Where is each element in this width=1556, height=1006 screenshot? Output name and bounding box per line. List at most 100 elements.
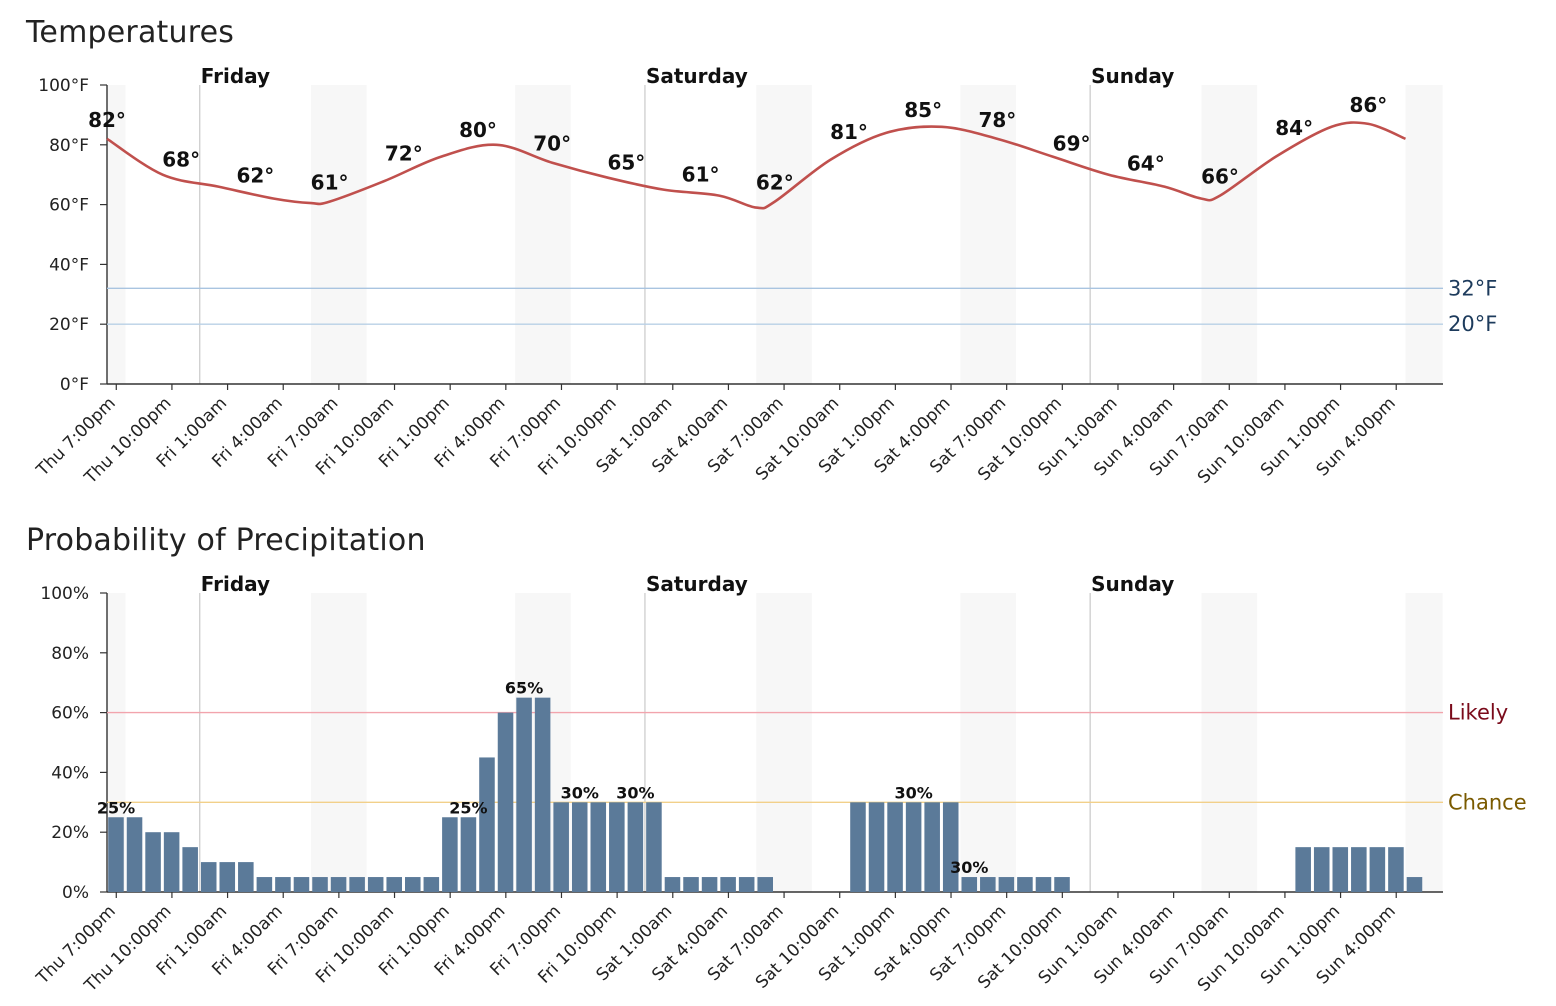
precipitation-bar [219, 862, 236, 892]
precipitation-bar [924, 802, 940, 892]
precipitation-bar [757, 877, 773, 892]
precip-reference-label: Likely [1448, 701, 1508, 725]
precipitation-bar [738, 877, 755, 892]
temperature-point-label: 80° [459, 118, 497, 142]
precipitation-bar [145, 832, 161, 892]
precipitation-bar-label: 25% [97, 798, 135, 817]
precipitation-bar [905, 802, 922, 892]
precipitation-bar [516, 697, 532, 892]
precipitation-bar [367, 877, 384, 892]
precipitation-bar [868, 802, 885, 892]
precipitation-bar [850, 802, 866, 892]
temp-night-shade [1405, 85, 1443, 384]
precipitation-bar [479, 757, 495, 892]
temperature-point-label: 82° [88, 108, 126, 132]
temperature-point-label: 62° [756, 171, 794, 195]
precipitation-bar [200, 862, 217, 892]
temp-night-shade [756, 85, 812, 384]
precip-day-label: Friday [201, 572, 270, 596]
temperature-point-label: 70° [533, 132, 571, 156]
temperature-point-label: 69° [1053, 132, 1091, 156]
temperature-point-label: 78° [978, 108, 1016, 132]
precipitation-bar [980, 877, 996, 892]
precip-day-label: Saturday [646, 572, 748, 596]
temperature-point-label: 84° [1275, 116, 1313, 140]
precip-night-shade [756, 593, 812, 892]
precipitation-bar [405, 877, 421, 892]
temp-day-label: Sunday [1091, 64, 1174, 88]
precipitation-bar-label: 30% [950, 858, 988, 877]
temperature-point-label: 64° [1127, 152, 1165, 176]
temperature-point-label: 72° [385, 142, 423, 166]
precipitation-bar [664, 877, 681, 892]
temperature-point-label: 66° [1201, 165, 1239, 189]
precipitation-bar [701, 877, 718, 892]
precipitation-bar-label: 65% [505, 679, 543, 698]
precipitation-bar [386, 877, 402, 892]
precipitation-bar [1406, 877, 1423, 892]
precipitation-chart: Friday Saturday Sunday0%20%40%60%80%100%Th… [32, 572, 1527, 997]
precipitation-bar [163, 832, 180, 892]
precipitation-bar [312, 877, 328, 892]
temperature-point-label: 61° [311, 171, 349, 195]
precip-night-shade [960, 593, 1016, 892]
precipitation-bar-label: 30% [561, 783, 599, 802]
temperature-panel: Temperatures Friday Saturday Sunday 0°F 20°F… [0, 0, 1556, 500]
temp-reference-label: 32°F [1448, 276, 1497, 300]
precipitation-bar [1035, 877, 1052, 892]
precipitation-bar-label: 30% [894, 783, 932, 802]
precipitation-bar [1388, 847, 1404, 892]
precipitation-bar [720, 877, 736, 892]
precip-night-shade [1201, 593, 1258, 892]
precip-reference-label: Chance [1448, 790, 1527, 814]
precipitation-bar [646, 802, 662, 892]
precipitation-bar [126, 817, 143, 892]
temp-y-tick-label: 40°F [49, 255, 89, 275]
precipitation-bar [590, 802, 607, 892]
precip-y-tick-label: 0% [62, 883, 89, 903]
temperature-point-label: 68° [162, 148, 200, 172]
temp-day-label: Friday [201, 64, 270, 88]
precipitation-bar [349, 877, 365, 892]
precipitation-bar [1295, 847, 1311, 892]
precip-y-tick-label: 20% [51, 823, 89, 843]
precipitation-bar [553, 802, 569, 892]
temp-reference-label: 20°F [1448, 312, 1497, 336]
temp-y-tick-label: 20°F [49, 315, 89, 335]
temp-y-tick-label: 80°F [49, 136, 89, 156]
precipitation-bar [275, 877, 291, 892]
precip-day-label: Sunday [1091, 572, 1174, 596]
precipitation-bar [683, 877, 699, 892]
precipitation-bar [442, 817, 458, 892]
temp-night-shade [1201, 85, 1258, 384]
precip-y-tick-label: 40% [51, 763, 89, 783]
precipitation-bar [1332, 847, 1349, 892]
precip-y-tick-label: 80% [51, 644, 89, 664]
precipitation-bar [330, 877, 347, 892]
precipitation-bar [942, 802, 959, 892]
precipitation-bar [627, 802, 644, 892]
temperature-point-label: 65° [607, 151, 645, 175]
precipitation-panel: Probability of Precipitation Friday Satur… [0, 508, 1556, 1006]
temp-night-shade [960, 85, 1016, 384]
temperature-point-label: 81° [830, 120, 868, 144]
precipitation-bar [609, 802, 625, 892]
precip-night-shade [311, 593, 367, 892]
temp-night-shade [107, 85, 126, 384]
temp-day-label: Saturday [646, 64, 748, 88]
temp-y-tick-label: 0°F [60, 375, 89, 395]
precipitation-bar [460, 817, 477, 892]
precipitation-bar [1313, 847, 1330, 892]
precipitation-bar [423, 877, 440, 892]
temperature-point-label: 86° [1349, 93, 1387, 117]
precipitation-bar [961, 877, 978, 892]
temperature-point-label: 85° [904, 98, 942, 122]
precipitation-bar [887, 802, 903, 892]
precipitation-bar [108, 817, 124, 892]
precipitation-bar [1351, 847, 1367, 892]
temperature-chart: Friday Saturday Sunday 0°F 20°F 40°F 60°F 80°F 1… [32, 64, 1497, 489]
temp-night-shade [311, 85, 367, 384]
precipitation-bar [256, 877, 273, 892]
precip-y-tick-label: 100% [40, 584, 89, 604]
temp-y-tick-label: 60°F [49, 196, 89, 216]
